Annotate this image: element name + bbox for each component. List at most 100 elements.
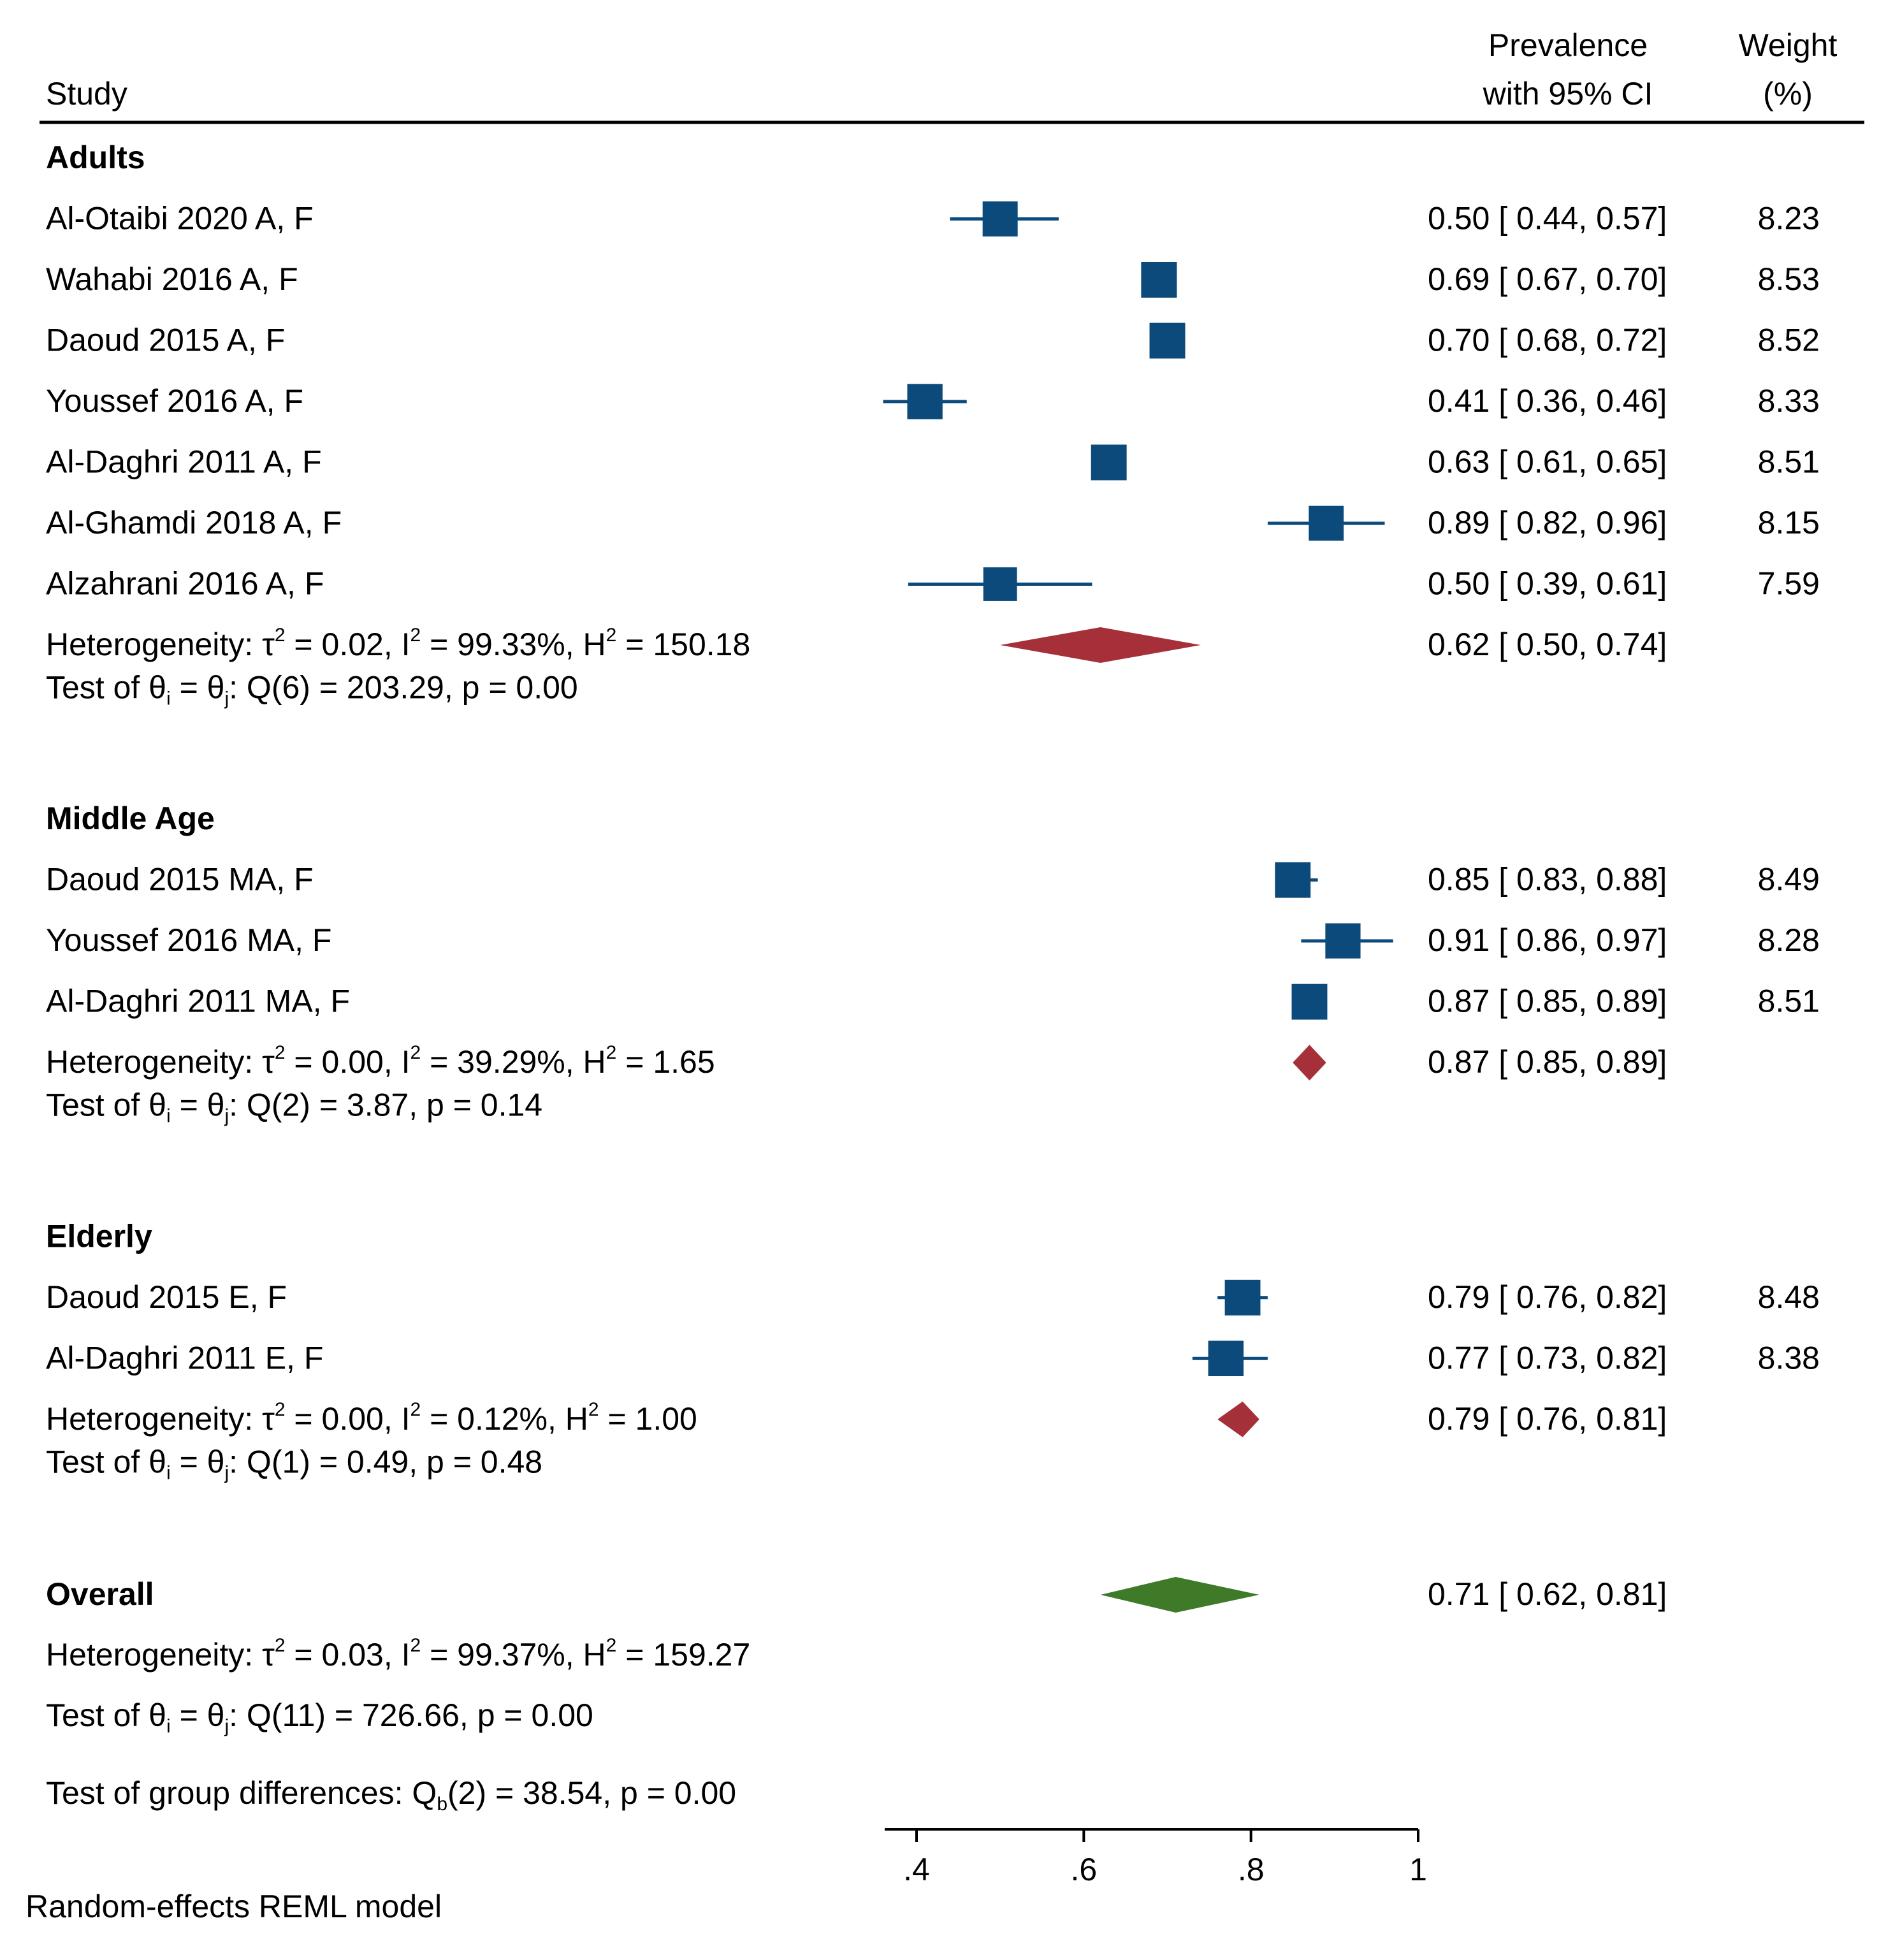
overall-heterogeneity: Heterogeneity: τ2 = 0.03, I2 = 99.37%, H… xyxy=(46,1635,750,1673)
subgroup-test: Test of θi = θj: Q(2) = 3.87, p = 0.14 xyxy=(46,1087,542,1127)
superscript: 2 xyxy=(410,1399,421,1420)
superscript: 2 xyxy=(606,1635,617,1656)
tau2-value: = 0.00, I xyxy=(286,1401,410,1437)
subgroup-estimate: 0.87 [ 0.85, 0.89] xyxy=(1428,1044,1667,1080)
test-text: (2) = 38.54, p = 0.00 xyxy=(447,1775,736,1811)
study-label: Al-Otaibi 2020 A, F xyxy=(46,201,314,236)
h2-value: = 1.00 xyxy=(599,1401,697,1437)
study-estimate: 0.91 [ 0.86, 0.97] xyxy=(1428,922,1667,958)
study-estimate: 0.87 [ 0.85, 0.89] xyxy=(1428,984,1667,1019)
tau2-value: = 0.03, I xyxy=(286,1637,410,1673)
study-marker xyxy=(1325,923,1361,959)
study-label: Wahabi 2016 A, F xyxy=(46,261,298,297)
study-label: Al-Ghamdi 2018 A, F xyxy=(46,505,342,541)
h2-value: = 1.65 xyxy=(616,1044,715,1080)
i2-value: = 99.33%, H xyxy=(421,627,606,662)
test-text: Test of θ xyxy=(46,1087,166,1123)
study-estimate: 0.79 [ 0.76, 0.82] xyxy=(1428,1279,1667,1315)
test-text: : Q(11) = 726.66, p = 0.00 xyxy=(229,1697,593,1733)
study-label: Daoud 2015 E, F xyxy=(46,1279,287,1315)
subscript: j xyxy=(224,1106,229,1127)
study-weight: 8.53 xyxy=(1758,261,1820,297)
superscript: 2 xyxy=(410,1635,421,1656)
test-text: = θ xyxy=(171,670,225,706)
superscript: 2 xyxy=(606,1042,617,1063)
model-footnote: Random-effects REML model xyxy=(25,1889,442,1924)
superscript: 2 xyxy=(275,1635,286,1656)
study-label: Al-Daghri 2011 MA, F xyxy=(46,984,350,1019)
study-marker xyxy=(1141,262,1177,298)
test-text: Test of θ xyxy=(46,1697,166,1733)
study-estimate: 0.50 [ 0.44, 0.57] xyxy=(1428,201,1667,236)
study-estimate: 0.89 [ 0.82, 0.96] xyxy=(1428,505,1667,541)
overall-test: Test of θi = θj: Q(11) = 726.66, p = 0.0… xyxy=(46,1697,593,1737)
study-weight: 8.33 xyxy=(1758,383,1820,419)
tau2-value: = 0.02, I xyxy=(286,627,410,662)
study-estimate: 0.70 [ 0.68, 0.72] xyxy=(1428,323,1667,358)
subgroup-diamond xyxy=(1293,1045,1326,1081)
overall-estimate: 0.71 [ 0.62, 0.81] xyxy=(1428,1576,1667,1612)
study-weight: 8.49 xyxy=(1758,862,1820,897)
study-marker xyxy=(907,384,943,419)
test-text: Test of group differences: Q xyxy=(46,1775,437,1811)
study-label: Daoud 2015 MA, F xyxy=(46,862,314,897)
subgroup-heterogeneity: Heterogeneity: τ2 = 0.00, I2 = 0.12%, H2… xyxy=(46,1399,697,1437)
subgroup-title: Middle Age xyxy=(46,801,215,836)
study-label: Youssef 2016 MA, F xyxy=(46,922,331,958)
study-weight: 8.23 xyxy=(1758,201,1820,236)
superscript: 2 xyxy=(410,625,421,646)
subgroup-diamond xyxy=(1000,627,1201,663)
test-text: = θ xyxy=(171,1087,225,1123)
test-text: : Q(1) = 0.49, p = 0.48 xyxy=(229,1444,542,1479)
study-marker xyxy=(1208,1340,1244,1377)
test-text: = θ xyxy=(171,1444,225,1479)
test-text: Test of θ xyxy=(46,670,166,706)
i2-value: = 39.29%, H xyxy=(421,1044,606,1080)
column-header-weight: Weight xyxy=(1739,27,1838,63)
study-estimate: 0.85 [ 0.83, 0.88] xyxy=(1428,862,1667,897)
study-marker xyxy=(982,201,1018,237)
study-estimate: 0.41 [ 0.36, 0.46] xyxy=(1428,383,1667,419)
study-marker xyxy=(1275,862,1311,898)
test-text: = θ xyxy=(171,1697,225,1733)
column-header-estimate: with 95% CI xyxy=(1483,76,1653,112)
heterogeneity-prefix: Heterogeneity: τ xyxy=(46,627,275,662)
study-weight: 8.51 xyxy=(1758,444,1820,480)
overall-title: Overall xyxy=(46,1576,154,1612)
column-header-weight: (%) xyxy=(1763,76,1813,112)
study-weight: 8.51 xyxy=(1758,984,1820,1019)
subscript: i xyxy=(166,1716,171,1737)
superscript: 2 xyxy=(275,1399,286,1420)
study-weight: 8.15 xyxy=(1758,505,1820,541)
subgroup-title: Adults xyxy=(46,140,145,175)
study-label: Youssef 2016 A, F xyxy=(46,383,303,419)
subgroup-estimate: 0.62 [ 0.50, 0.74] xyxy=(1428,627,1667,662)
study-marker xyxy=(1309,505,1344,541)
subgroup-diamond xyxy=(1217,1401,1259,1437)
subscript: i xyxy=(166,688,171,709)
study-weight: 8.38 xyxy=(1758,1340,1820,1376)
test-text: Test of θ xyxy=(46,1444,166,1479)
study-marker xyxy=(983,567,1017,601)
i2-value: = 0.12%, H xyxy=(421,1401,588,1437)
study-estimate: 0.77 [ 0.73, 0.82] xyxy=(1428,1340,1667,1376)
x-tick-label: .6 xyxy=(1070,1852,1097,1887)
subgroup-estimate: 0.79 [ 0.76, 0.81] xyxy=(1428,1401,1667,1437)
x-tick-label: .4 xyxy=(903,1852,930,1887)
study-marker xyxy=(1149,323,1186,359)
subgroup-heterogeneity: Heterogeneity: τ2 = 0.00, I2 = 39.29%, H… xyxy=(46,1042,715,1080)
i2-value: = 99.37%, H xyxy=(421,1637,606,1673)
superscript: 2 xyxy=(275,1042,286,1063)
overall-diamond xyxy=(1100,1577,1259,1613)
tau2-value: = 0.00, I xyxy=(286,1044,410,1080)
study-estimate: 0.50 [ 0.39, 0.61] xyxy=(1428,566,1667,602)
subgroup-heterogeneity: Heterogeneity: τ2 = 0.02, I2 = 99.33%, H… xyxy=(46,625,750,662)
study-estimate: 0.63 [ 0.61, 0.65] xyxy=(1428,444,1667,480)
x-tick-label: .8 xyxy=(1238,1852,1265,1887)
study-weight: 8.28 xyxy=(1758,922,1820,958)
superscript: 2 xyxy=(275,625,286,646)
subscript: j xyxy=(224,688,229,709)
superscript: 2 xyxy=(606,625,617,646)
h2-value: = 159.27 xyxy=(616,1637,750,1673)
